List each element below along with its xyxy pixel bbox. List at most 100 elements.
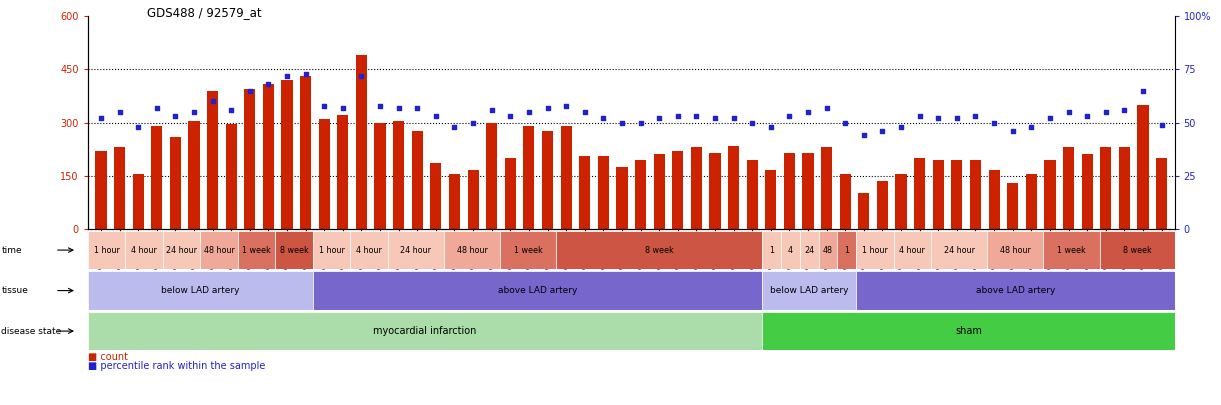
Bar: [430, 163, 442, 229]
Point: [928, 115, 947, 122]
Point: [482, 107, 502, 113]
Bar: [894, 231, 932, 269]
Bar: [151, 126, 162, 229]
Bar: [208, 91, 219, 229]
Text: below LAD artery: below LAD artery: [770, 286, 849, 295]
Bar: [709, 153, 720, 229]
Point: [947, 115, 967, 122]
Point: [1151, 122, 1171, 128]
Text: 24 hour: 24 hour: [944, 245, 974, 255]
Text: tissue: tissue: [1, 286, 28, 295]
Bar: [579, 156, 590, 229]
Point: [1040, 115, 1060, 122]
Bar: [1026, 174, 1037, 229]
Bar: [162, 231, 200, 269]
Point: [352, 72, 371, 79]
Point: [761, 124, 780, 130]
Point: [92, 115, 111, 122]
Text: GDS488 / 92579_at: GDS488 / 92579_at: [147, 6, 261, 19]
Text: above LAD artery: above LAD artery: [498, 286, 578, 295]
Point: [780, 113, 800, 119]
Point: [389, 104, 409, 111]
Bar: [468, 171, 479, 229]
Bar: [762, 312, 1175, 350]
Point: [519, 109, 538, 115]
Text: sham: sham: [955, 326, 982, 336]
Bar: [355, 55, 368, 229]
Bar: [281, 80, 293, 229]
Bar: [969, 160, 982, 229]
Point: [817, 104, 836, 111]
Point: [799, 109, 818, 115]
Point: [259, 81, 278, 87]
Bar: [653, 154, 664, 229]
Bar: [951, 160, 962, 229]
Bar: [319, 119, 330, 229]
Text: 24 hour: 24 hour: [400, 245, 431, 255]
Bar: [557, 231, 762, 269]
Point: [557, 102, 576, 109]
Text: 4 hour: 4 hour: [357, 245, 382, 255]
Point: [706, 115, 725, 122]
Point: [853, 132, 873, 139]
Point: [650, 115, 669, 122]
Point: [1096, 109, 1116, 115]
Point: [631, 119, 651, 126]
Point: [444, 124, 464, 130]
Point: [537, 104, 557, 111]
Bar: [877, 181, 888, 229]
Bar: [375, 122, 386, 229]
Text: time: time: [1, 245, 22, 255]
Bar: [800, 231, 818, 269]
Point: [147, 104, 166, 111]
Point: [612, 119, 631, 126]
Point: [333, 104, 353, 111]
Bar: [895, 174, 907, 229]
Bar: [1063, 147, 1074, 229]
Point: [1002, 128, 1022, 134]
Text: 1: 1: [844, 245, 850, 255]
Point: [501, 113, 520, 119]
Bar: [188, 121, 199, 229]
Point: [1022, 124, 1042, 130]
Point: [686, 113, 706, 119]
Bar: [133, 174, 144, 229]
Bar: [238, 231, 275, 269]
Text: 8 week: 8 week: [645, 245, 674, 255]
Bar: [1044, 231, 1100, 269]
Point: [668, 113, 687, 119]
Point: [575, 109, 595, 115]
Bar: [114, 147, 125, 229]
Text: below LAD artery: below LAD artery: [161, 286, 239, 295]
Bar: [840, 174, 851, 229]
Bar: [126, 231, 162, 269]
Bar: [170, 137, 181, 229]
Point: [110, 109, 129, 115]
Bar: [504, 158, 516, 229]
Bar: [388, 231, 444, 269]
Point: [742, 119, 762, 126]
Point: [966, 113, 985, 119]
Bar: [1100, 231, 1175, 269]
Text: 4 hour: 4 hour: [131, 245, 158, 255]
Bar: [989, 171, 1000, 229]
Bar: [411, 131, 422, 229]
Point: [891, 124, 911, 130]
Text: disease state: disease state: [1, 326, 61, 336]
Bar: [1156, 158, 1167, 229]
Bar: [766, 171, 777, 229]
Text: 4 hour: 4 hour: [900, 245, 926, 255]
Bar: [784, 153, 795, 229]
Bar: [856, 271, 1175, 310]
Bar: [746, 160, 758, 229]
Bar: [818, 231, 838, 269]
Bar: [635, 160, 646, 229]
Bar: [88, 271, 313, 310]
Text: 4: 4: [788, 245, 792, 255]
Point: [315, 102, 335, 109]
Text: 1 hour: 1 hour: [862, 245, 888, 255]
Text: above LAD artery: above LAD artery: [976, 286, 1055, 295]
Text: 24: 24: [805, 245, 814, 255]
Point: [128, 124, 148, 130]
Bar: [821, 147, 833, 229]
